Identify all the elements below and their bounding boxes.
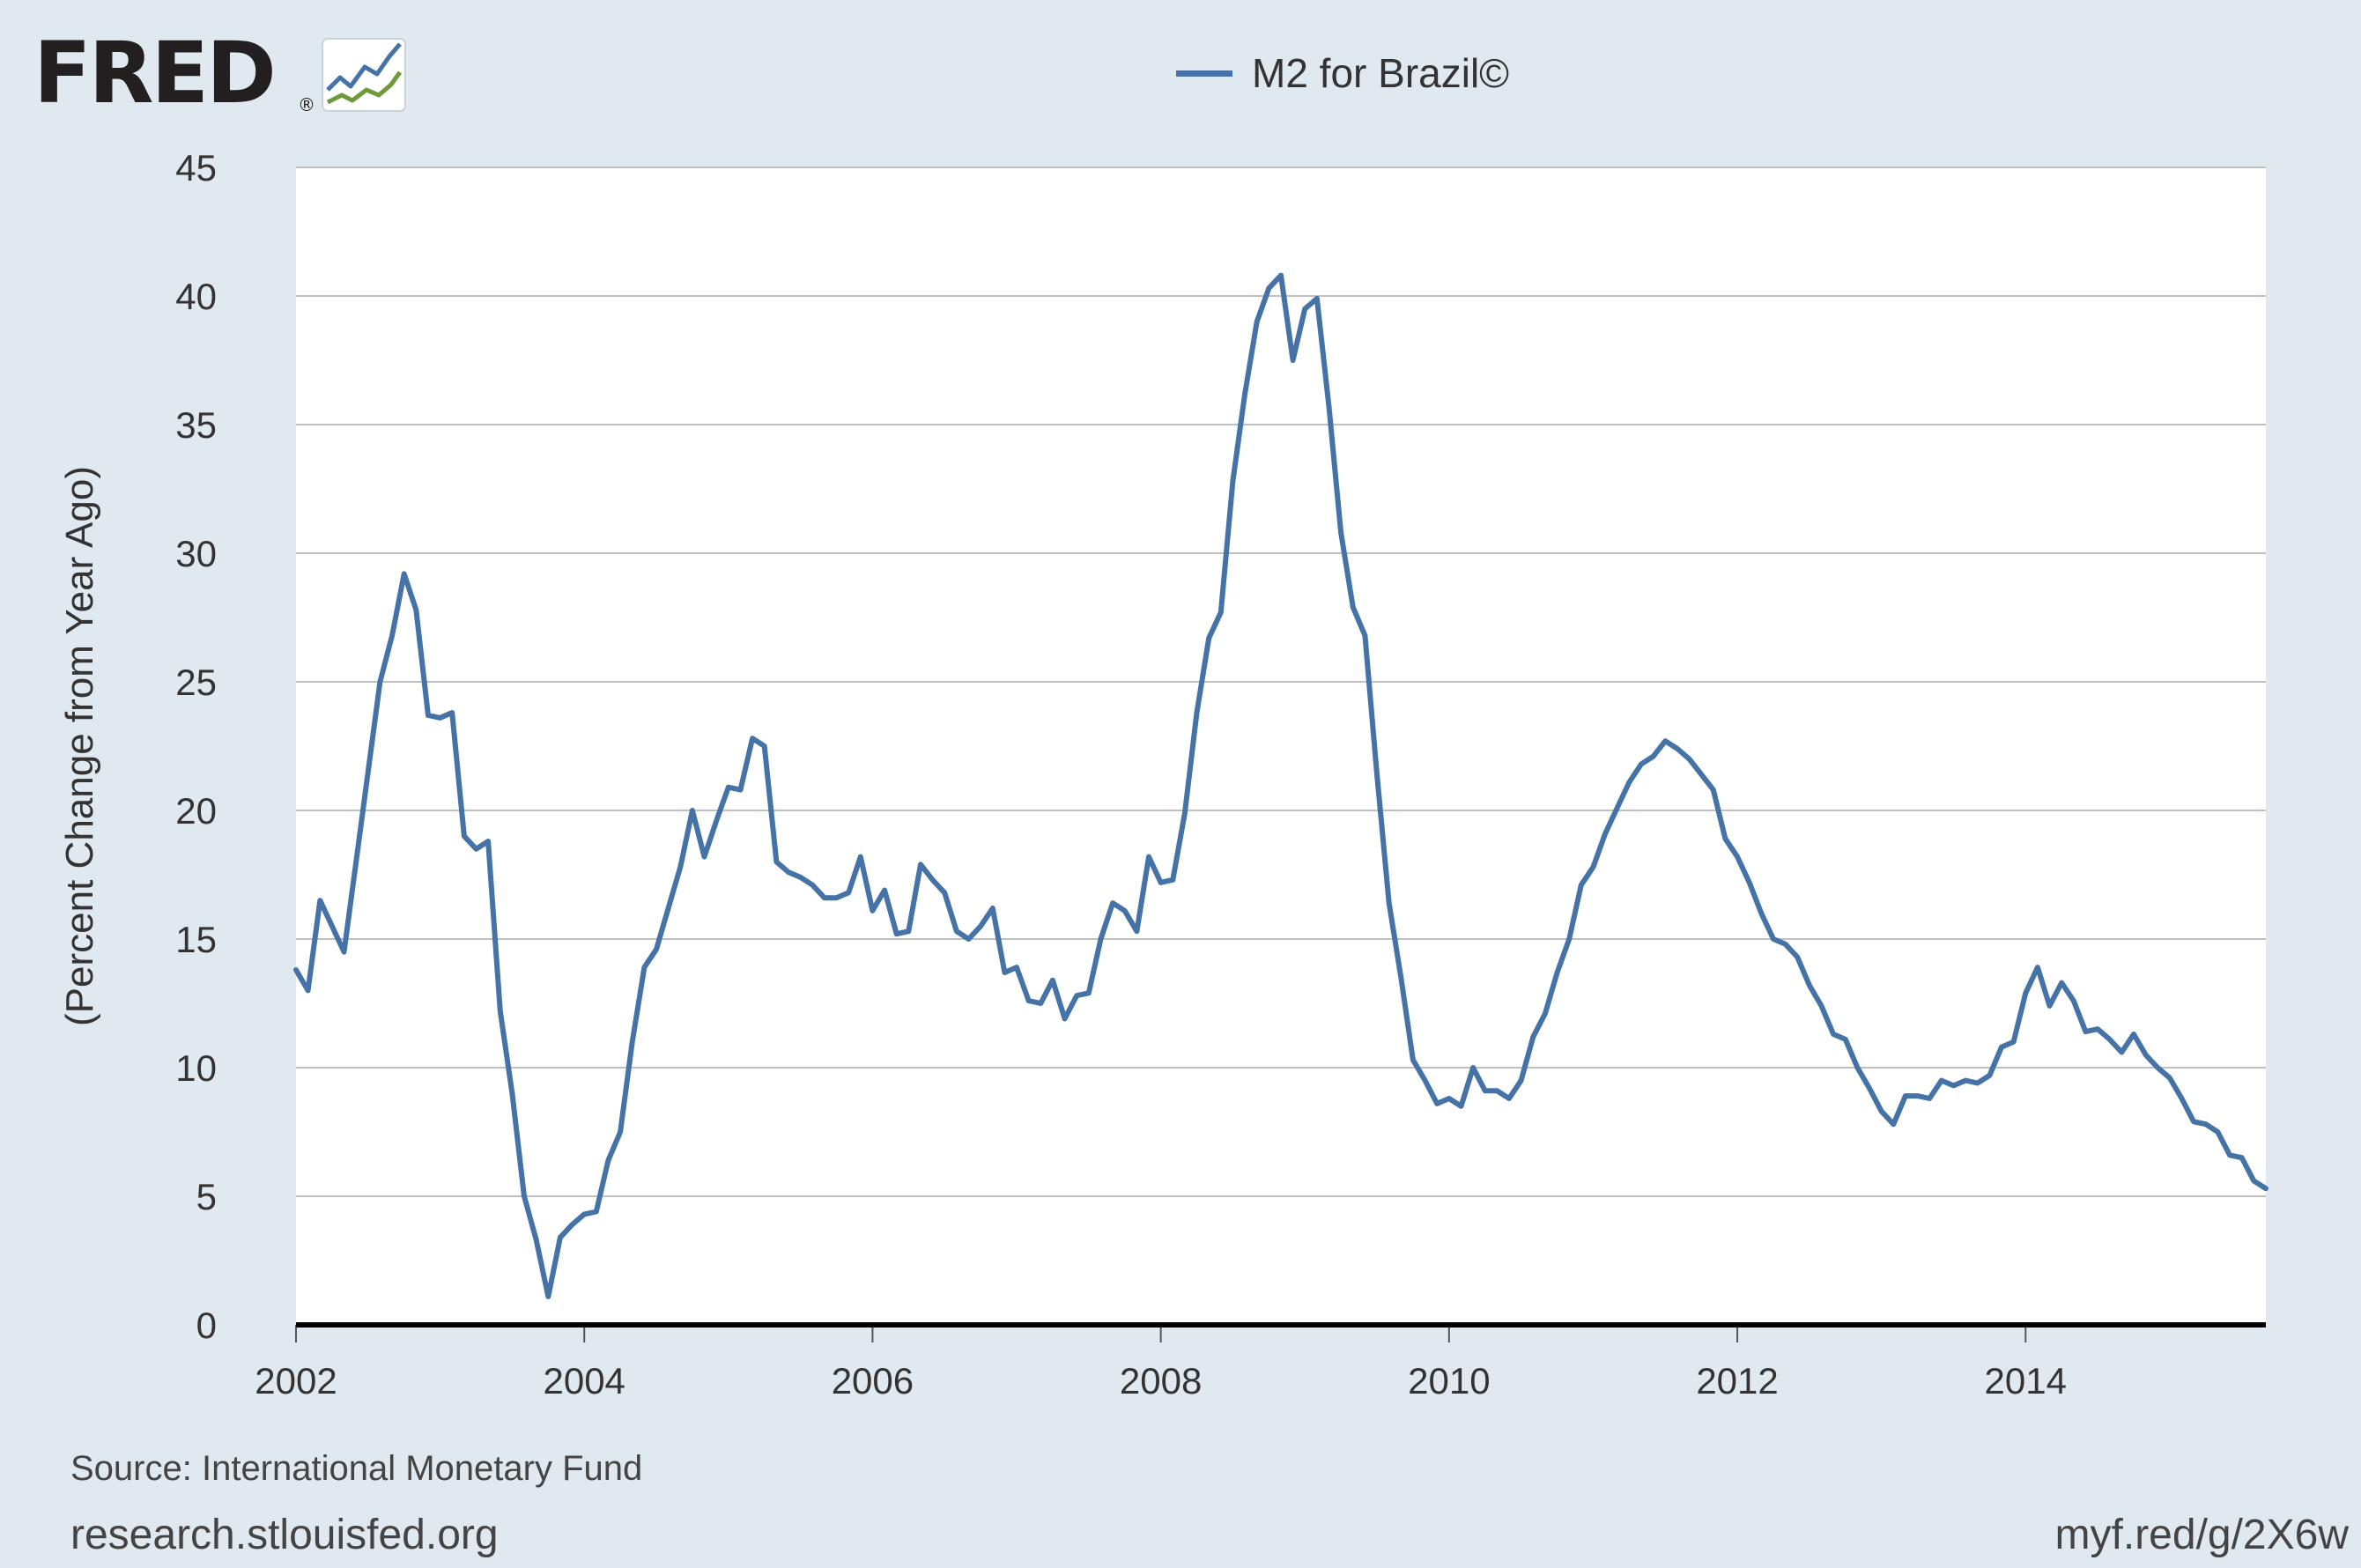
site-link[interactable]: research.stlouisfed.org (70, 1512, 499, 1558)
x-tick-label: 2014 (1985, 1360, 2067, 1402)
x-axis-tick-labels: 2002 2004 2006 2008 2010 2012 2014 (255, 1325, 2067, 1402)
y-axis-label: (Percent Change from Year Ago) (58, 466, 101, 1026)
plot-area (296, 167, 2266, 1325)
legend-swatch (1176, 70, 1232, 77)
grid-lines (296, 166, 2266, 1197)
y-tick-label: 5 (196, 1176, 217, 1217)
line-graph-icon (322, 38, 406, 112)
x-tick-label: 2006 (832, 1360, 914, 1402)
y-tick-label: 0 (196, 1305, 217, 1346)
y-axis-tick-labels: 0 5 10 15 20 25 30 35 40 45 (175, 147, 217, 1346)
x-tick-label: 2010 (1408, 1360, 1490, 1402)
x-tick-label: 2002 (255, 1360, 337, 1402)
legend-label: M2 for Brazil© (1252, 50, 1510, 96)
fred-logo: FRED ® (33, 26, 406, 115)
x-tick-label: 2008 (1120, 1360, 1202, 1402)
fred-logo-text: FRED (33, 26, 274, 115)
y-tick-label: 15 (175, 919, 217, 960)
short-link[interactable]: myf.red/g/2X6w (2054, 1512, 2349, 1558)
x-tick-label: 2012 (1696, 1360, 1778, 1402)
series-line-m2-brazil (293, 272, 2268, 1299)
registered-mark: ® (298, 94, 315, 115)
y-tick-label: 20 (175, 790, 217, 832)
y-tick-label: 25 (175, 662, 217, 703)
y-tick-label: 45 (175, 147, 217, 189)
y-tick-label: 35 (175, 404, 217, 446)
y-tick-label: 30 (175, 533, 217, 574)
y-tick-label: 40 (175, 276, 217, 317)
y-tick-label: 10 (175, 1047, 217, 1089)
x-tick-label: 2004 (543, 1360, 625, 1402)
source-note: Source: International Monetary Fund (70, 1449, 643, 1488)
legend: M2 for Brazil© (1176, 42, 1509, 104)
